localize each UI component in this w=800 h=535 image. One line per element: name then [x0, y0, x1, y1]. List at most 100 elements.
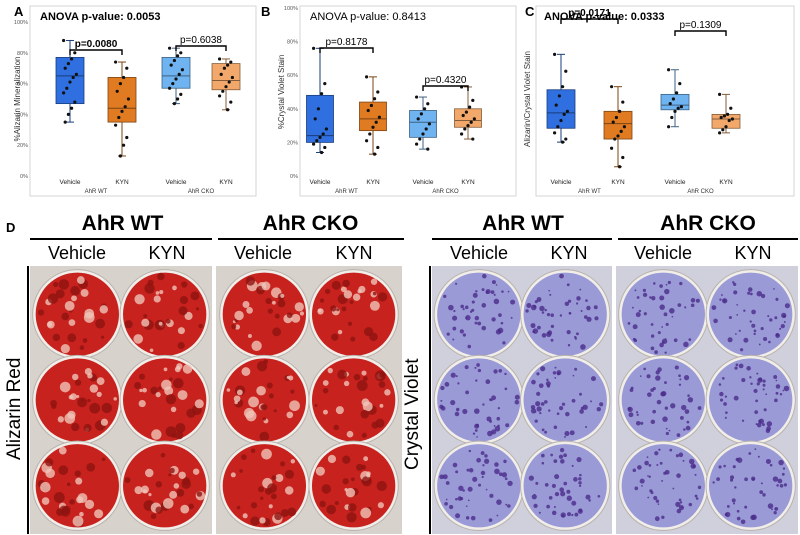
well-speck [762, 493, 766, 497]
data-point [556, 125, 560, 129]
y-axis-label: %Alizarin Mineralization [13, 57, 22, 142]
data-point [312, 142, 316, 146]
well-speck [565, 411, 570, 417]
well-speck [576, 332, 579, 336]
data-point [371, 125, 375, 129]
well-speck [546, 331, 552, 338]
well-speck [647, 475, 649, 477]
well-speck [350, 336, 356, 342]
well-speck [162, 498, 174, 509]
well [523, 272, 607, 356]
well-speck [751, 323, 756, 328]
well-speck [756, 372, 759, 375]
well [621, 358, 705, 442]
well-speck [566, 489, 571, 494]
data-point [368, 132, 372, 136]
well-speck [539, 412, 542, 415]
well-speck [481, 288, 485, 292]
well-speck [173, 378, 184, 389]
data-point [70, 57, 74, 61]
well-speck [650, 334, 655, 338]
well-speck [465, 516, 470, 520]
well-speck [243, 407, 255, 419]
well-speck [766, 421, 773, 427]
well-speck [177, 341, 185, 350]
well-speck [501, 290, 504, 293]
well-speck [650, 419, 656, 425]
well-speck [452, 326, 457, 331]
well-speck [743, 309, 746, 312]
well-speck [476, 457, 481, 463]
data-point [618, 109, 622, 113]
well-speck [540, 366, 546, 372]
well-speck [327, 454, 337, 464]
well-speck [444, 501, 448, 506]
well-speck [572, 374, 575, 377]
well-speck [273, 409, 277, 413]
well-speck [286, 312, 293, 319]
well-speck [500, 321, 504, 325]
well-speck [571, 500, 577, 506]
well-speck [719, 391, 724, 397]
well-speck [100, 418, 109, 426]
well-speck [574, 367, 578, 371]
well-speck [345, 487, 356, 498]
well-speck [165, 426, 177, 438]
well-speck [157, 386, 162, 391]
well-speck [749, 376, 752, 379]
well-speck [593, 305, 598, 310]
d-alizarin-cko-vehicle: Vehicle [233, 243, 293, 263]
well-speck [498, 368, 503, 373]
well-speck [177, 327, 185, 335]
well-speck [502, 341, 506, 345]
well-speck [751, 514, 757, 520]
well-speck [157, 272, 165, 281]
well-speck [777, 478, 783, 484]
well-speck [722, 377, 725, 380]
group-label: AhR WT [578, 189, 601, 195]
well-speck [286, 411, 294, 419]
well-speck [275, 473, 284, 483]
well-speck [333, 424, 340, 431]
well-speck [734, 366, 738, 370]
well-speck [657, 331, 661, 335]
data-point [229, 60, 233, 64]
well-speck [541, 311, 545, 314]
well-speck [664, 381, 667, 384]
well-speck [647, 392, 652, 397]
well-speck [261, 281, 271, 291]
well-speck [534, 419, 538, 423]
well-speck [287, 507, 297, 517]
data-point [377, 115, 381, 119]
data-point [678, 82, 682, 86]
well-speck [241, 454, 247, 460]
well-speck [711, 305, 717, 310]
well-speck [481, 325, 487, 331]
well-speck [196, 491, 203, 497]
well-speck [484, 458, 490, 464]
well-speck [537, 325, 541, 330]
data-point [123, 105, 127, 109]
well-speck [331, 333, 339, 341]
x-tick-label: KYN [219, 179, 233, 186]
well-speck [672, 487, 675, 490]
well-speck [440, 399, 443, 402]
well-speck [450, 399, 456, 406]
data-point [126, 97, 130, 101]
well-speck [181, 281, 188, 288]
data-point [122, 75, 126, 80]
well-speck [141, 485, 150, 494]
data-point [721, 128, 725, 132]
well-speck [675, 501, 681, 508]
well-speck [641, 485, 643, 487]
data-point [673, 109, 677, 113]
well-speck [736, 303, 739, 306]
data-point [619, 129, 623, 133]
data-point [66, 112, 70, 116]
data-point [668, 102, 672, 106]
chart-b-crystal-violet: ANOVA p-value: 0.8413 %Crystal Violet Sta… [277, 5, 517, 197]
well-speck [590, 376, 596, 382]
well-speck [493, 369, 498, 374]
well-speck [40, 481, 51, 493]
data-point [168, 46, 172, 50]
